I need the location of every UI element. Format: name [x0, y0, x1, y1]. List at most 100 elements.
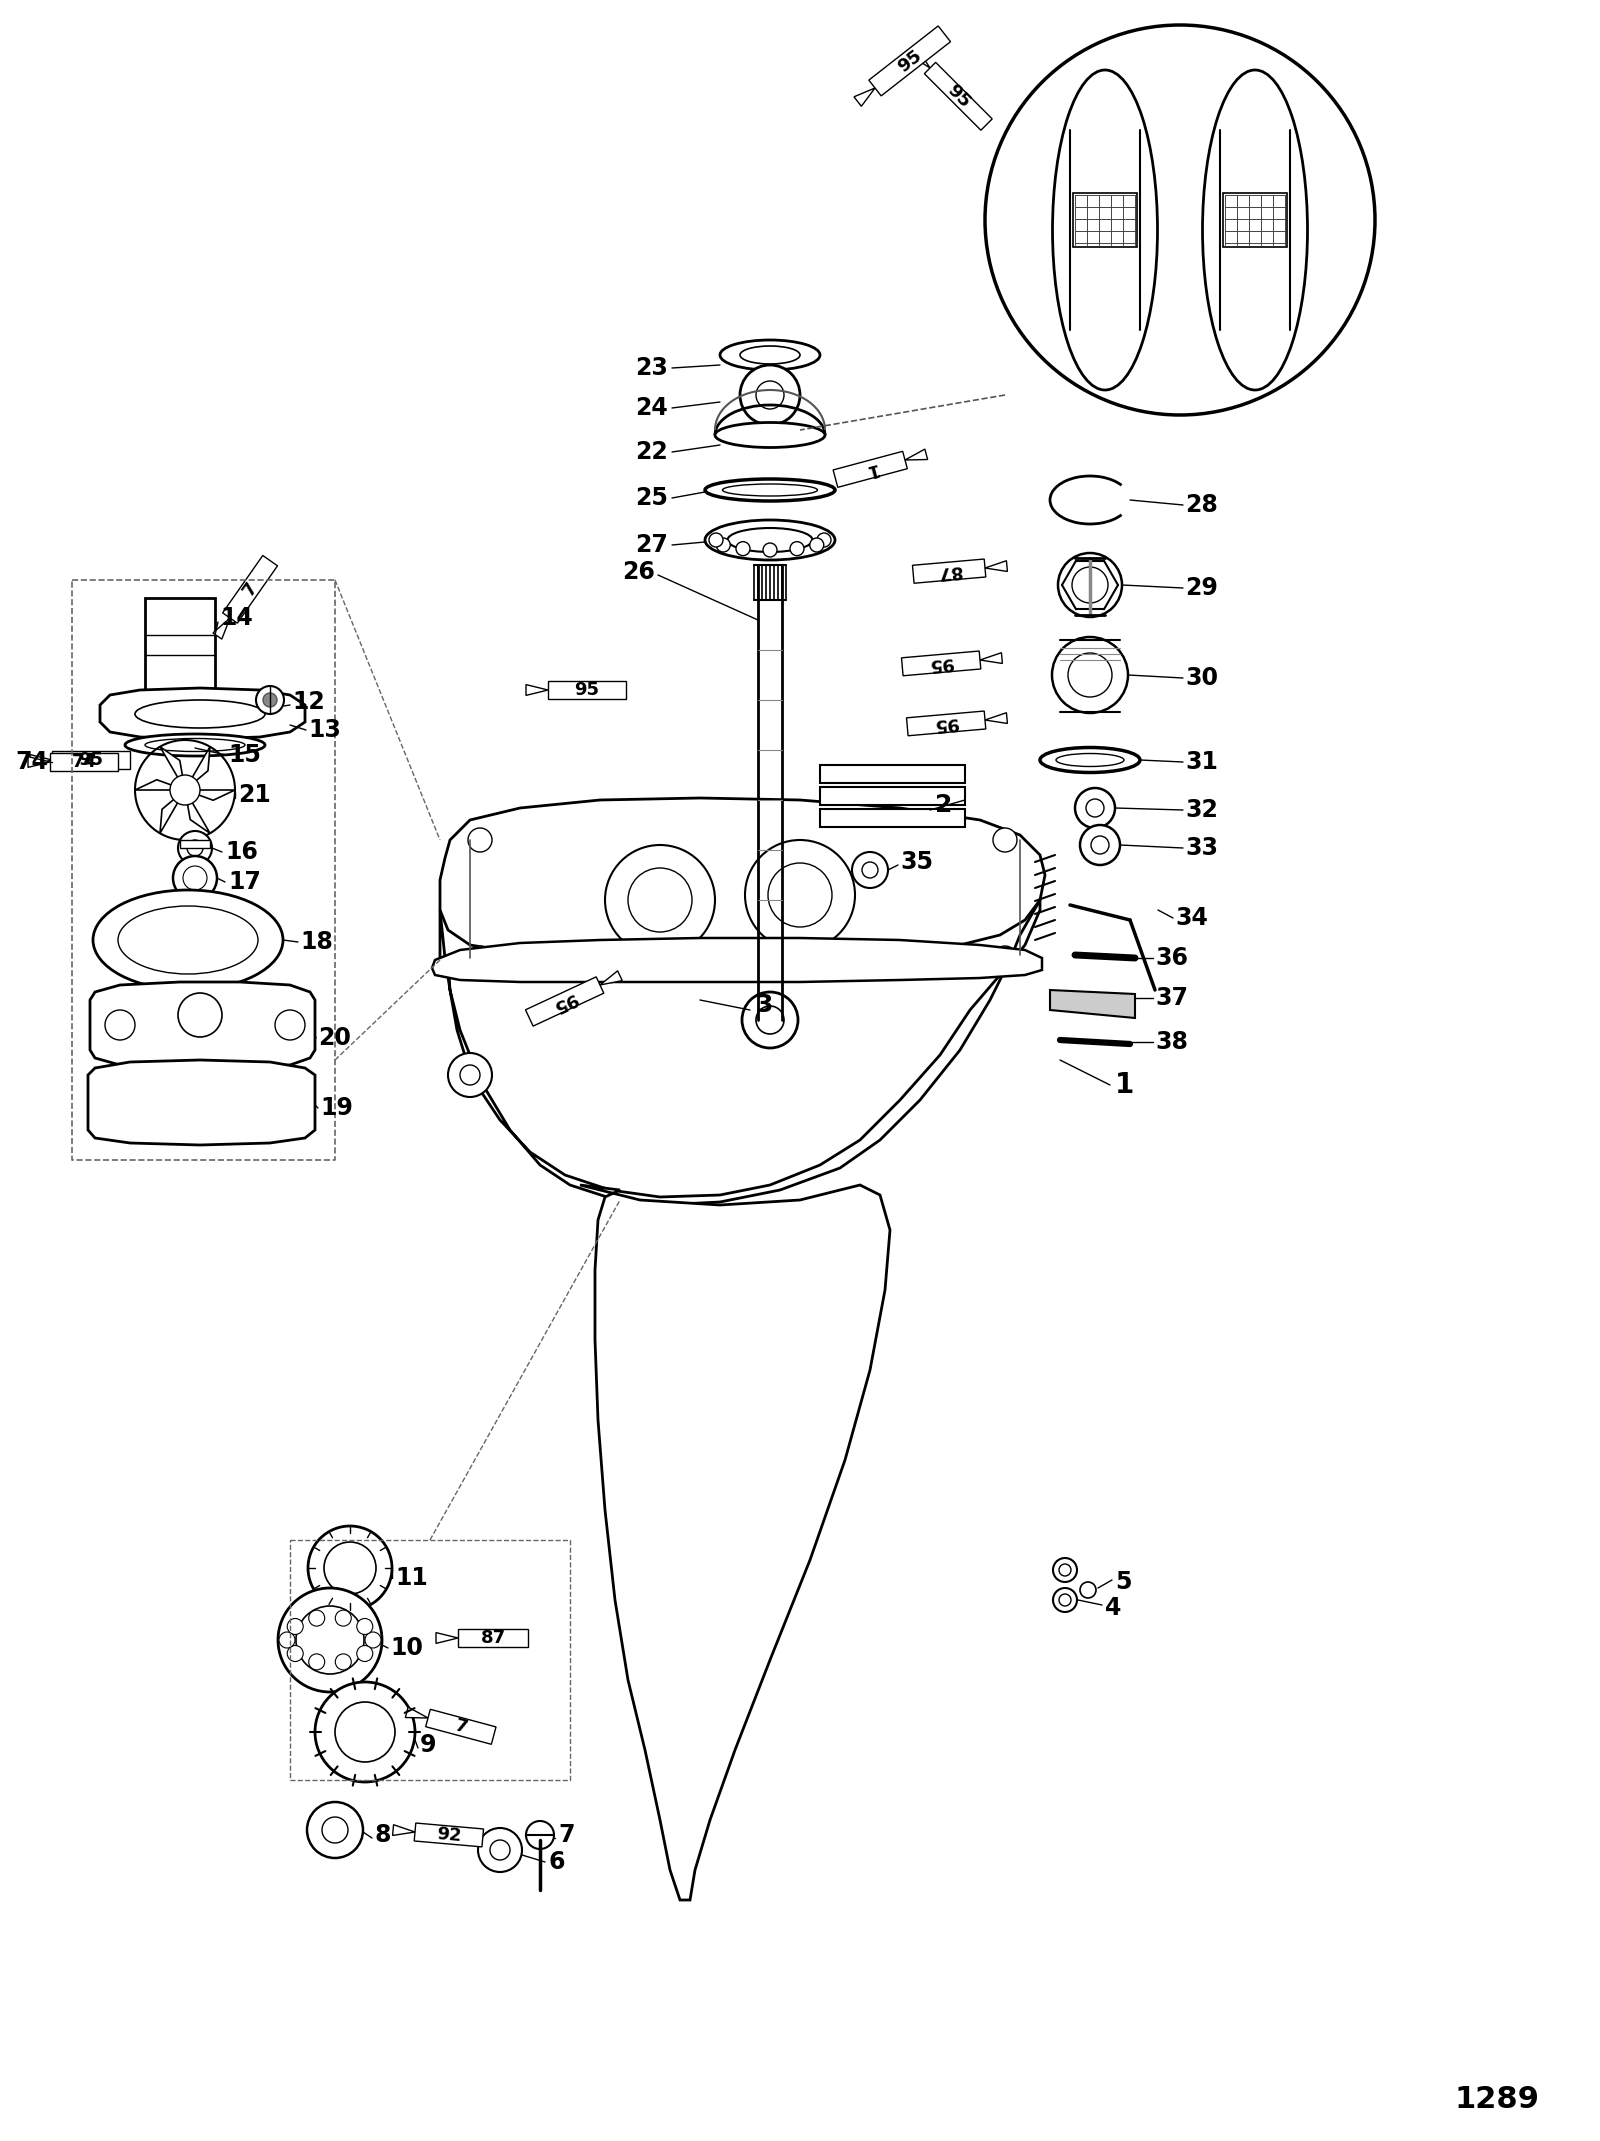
- Text: 16: 16: [226, 839, 258, 865]
- Text: 4: 4: [1106, 1595, 1122, 1621]
- Text: 95: 95: [942, 81, 973, 111]
- Circle shape: [1080, 824, 1120, 865]
- Polygon shape: [525, 976, 603, 1026]
- Ellipse shape: [1053, 71, 1157, 390]
- Ellipse shape: [723, 484, 818, 497]
- Text: 30: 30: [1186, 666, 1218, 689]
- Circle shape: [322, 1818, 349, 1843]
- Ellipse shape: [93, 891, 283, 989]
- Text: 19: 19: [320, 1096, 354, 1120]
- Text: 7: 7: [238, 578, 261, 599]
- Circle shape: [994, 946, 1018, 970]
- Ellipse shape: [1056, 754, 1123, 766]
- Text: 22: 22: [635, 441, 669, 465]
- Polygon shape: [435, 1634, 458, 1644]
- Circle shape: [357, 1619, 373, 1634]
- Circle shape: [1059, 1563, 1070, 1576]
- Polygon shape: [186, 790, 235, 801]
- Bar: [179, 839, 210, 848]
- Circle shape: [742, 991, 798, 1047]
- Text: 74: 74: [14, 749, 48, 775]
- Circle shape: [757, 381, 784, 409]
- Polygon shape: [414, 1822, 483, 1848]
- Circle shape: [862, 863, 878, 878]
- Circle shape: [256, 685, 285, 713]
- Polygon shape: [29, 756, 50, 766]
- Text: 87: 87: [480, 1629, 506, 1646]
- Polygon shape: [979, 653, 1002, 664]
- Polygon shape: [547, 681, 626, 698]
- Text: 1: 1: [862, 458, 878, 480]
- Ellipse shape: [1040, 747, 1139, 773]
- Circle shape: [106, 1011, 134, 1041]
- Polygon shape: [986, 561, 1008, 572]
- Circle shape: [709, 533, 723, 546]
- Polygon shape: [51, 751, 130, 769]
- Circle shape: [461, 1064, 480, 1085]
- Text: 26: 26: [622, 561, 654, 584]
- Circle shape: [736, 542, 750, 557]
- Text: 29: 29: [1186, 576, 1218, 599]
- Circle shape: [1058, 552, 1122, 617]
- Text: 35: 35: [899, 850, 933, 874]
- Ellipse shape: [728, 529, 813, 552]
- Text: 87: 87: [936, 561, 963, 580]
- Circle shape: [315, 1683, 414, 1781]
- Circle shape: [1075, 788, 1115, 829]
- Polygon shape: [30, 754, 51, 764]
- Polygon shape: [910, 49, 930, 69]
- Circle shape: [307, 1527, 392, 1610]
- Polygon shape: [134, 779, 186, 790]
- Polygon shape: [160, 747, 186, 790]
- Text: 25: 25: [635, 486, 669, 510]
- Polygon shape: [405, 1706, 429, 1717]
- Circle shape: [768, 863, 832, 927]
- Text: 2: 2: [934, 792, 952, 818]
- Polygon shape: [901, 651, 981, 677]
- Circle shape: [818, 533, 830, 546]
- Ellipse shape: [118, 906, 258, 974]
- Circle shape: [790, 542, 805, 557]
- Polygon shape: [222, 555, 277, 623]
- Polygon shape: [834, 452, 907, 488]
- Text: 28: 28: [1186, 492, 1218, 516]
- Polygon shape: [907, 711, 986, 737]
- Ellipse shape: [125, 734, 266, 756]
- Polygon shape: [392, 1824, 414, 1835]
- Ellipse shape: [706, 480, 835, 501]
- Polygon shape: [99, 687, 306, 739]
- Polygon shape: [526, 685, 547, 696]
- Text: 1289: 1289: [1454, 2085, 1539, 2115]
- Text: 95: 95: [574, 681, 600, 698]
- Circle shape: [178, 993, 222, 1036]
- Bar: [146, 597, 214, 694]
- Text: 15: 15: [229, 743, 261, 766]
- Circle shape: [448, 1053, 493, 1096]
- Circle shape: [739, 364, 800, 426]
- Circle shape: [323, 1542, 376, 1595]
- Text: 92: 92: [435, 1824, 462, 1846]
- Circle shape: [1091, 835, 1109, 854]
- Circle shape: [605, 846, 715, 955]
- Text: 1: 1: [1115, 1070, 1134, 1098]
- Circle shape: [336, 1610, 352, 1627]
- Circle shape: [278, 1589, 382, 1691]
- Circle shape: [336, 1653, 352, 1670]
- Polygon shape: [160, 790, 186, 833]
- Text: 17: 17: [229, 869, 261, 895]
- Bar: [819, 764, 965, 784]
- Polygon shape: [440, 799, 1045, 957]
- Text: 31: 31: [1186, 749, 1218, 775]
- Polygon shape: [432, 938, 1042, 983]
- Ellipse shape: [720, 340, 819, 370]
- Text: 95: 95: [78, 751, 104, 769]
- Circle shape: [1080, 1582, 1096, 1597]
- Circle shape: [288, 1619, 304, 1634]
- Circle shape: [467, 946, 493, 970]
- Polygon shape: [186, 790, 210, 833]
- Polygon shape: [88, 1060, 315, 1145]
- Circle shape: [187, 839, 203, 856]
- Polygon shape: [90, 983, 315, 1068]
- Polygon shape: [50, 754, 118, 771]
- Text: 6: 6: [547, 1850, 565, 1873]
